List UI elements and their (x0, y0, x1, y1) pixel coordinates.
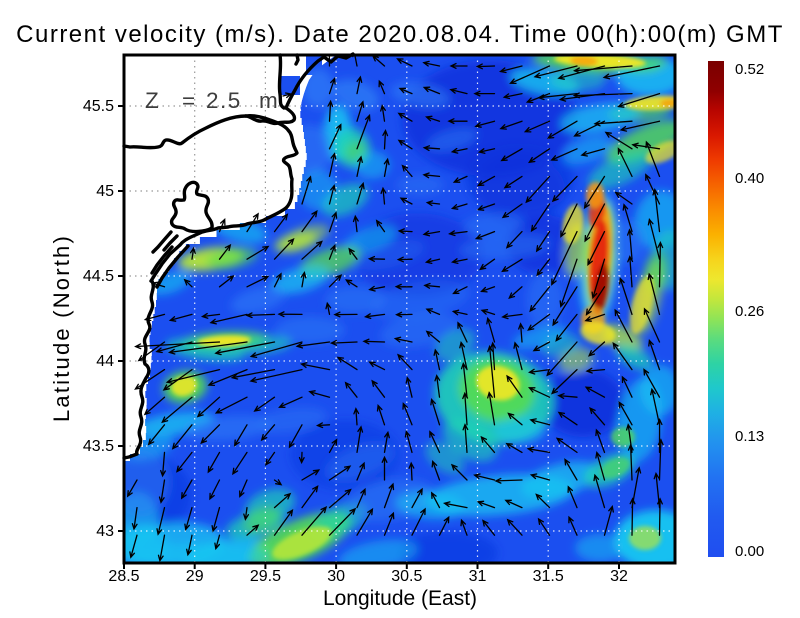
svg-text:m: m (259, 88, 278, 113)
svg-text:30: 30 (327, 568, 345, 585)
svg-text:32: 32 (610, 568, 628, 585)
svg-text:29.5: 29.5 (250, 568, 281, 585)
svg-text:43: 43 (96, 523, 114, 540)
svg-text:0.52: 0.52 (735, 61, 764, 78)
svg-text:0.40: 0.40 (735, 170, 764, 187)
svg-text:0.00: 0.00 (735, 543, 764, 560)
svg-text:45: 45 (96, 183, 114, 200)
svg-text:43.5: 43.5 (83, 438, 114, 455)
svg-text:0.26: 0.26 (735, 303, 764, 320)
svg-text:44.5: 44.5 (83, 268, 114, 285)
svg-text:Longitude (East): Longitude (East) (323, 587, 477, 610)
svg-text:31.5: 31.5 (533, 568, 564, 585)
svg-text:31: 31 (469, 568, 487, 585)
svg-text:44: 44 (96, 353, 114, 370)
svg-text:0.13: 0.13 (735, 428, 764, 445)
svg-text:45.5: 45.5 (83, 98, 114, 115)
svg-text:30.5: 30.5 (391, 568, 422, 585)
svg-text:Current velocity (m/s). Date 2: Current velocity (m/s). Date 2020.08.04.… (16, 21, 784, 48)
svg-text:Z: Z (145, 88, 159, 113)
svg-text:Latitude (North): Latitude (North) (49, 234, 74, 422)
svg-text:=: = (182, 88, 195, 113)
svg-text:29: 29 (186, 568, 204, 585)
svg-text:2.5: 2.5 (206, 88, 242, 113)
svg-text:28.5: 28.5 (108, 568, 139, 585)
